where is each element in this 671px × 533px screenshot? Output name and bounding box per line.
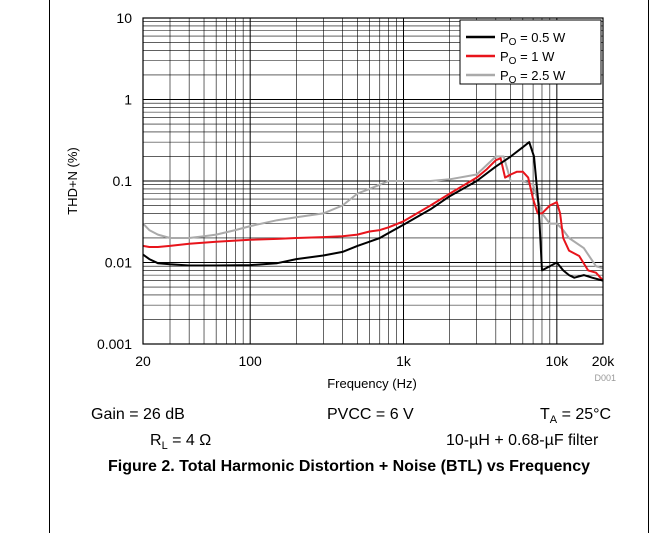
y-tick-label: 0.1 (113, 173, 133, 189)
legend-label: PO = 1 W (500, 49, 555, 67)
rl-value: = 4 Ω (167, 432, 212, 449)
legend-label: PO = 0.5 W (500, 30, 566, 48)
legend-box (459, 19, 602, 85)
y-tick-label: 10 (116, 10, 132, 26)
plot-series (142, 141, 604, 282)
x-tick-label: 10k (546, 353, 570, 369)
ta-subscript: A (549, 414, 558, 427)
legend: PO = 0.5 WPO = 1 WPO = 2.5 W (459, 19, 602, 86)
thd-chart: 20 100 1k 10k 20k 0.001 0.01 0.1 1 10 Frequency (… (65, 10, 616, 391)
figure-tag: D001 (594, 373, 616, 383)
series-line-2 (142, 155, 604, 270)
plot-border (142, 17, 604, 345)
x-axis-title: Frequency (Hz) (327, 376, 417, 391)
x-tick-label: 100 (238, 353, 262, 369)
rl-symbol: R (150, 432, 162, 449)
rl-condition: RL = 4 Ω (150, 432, 211, 452)
ta-symbol: T (540, 406, 550, 423)
figure-caption: Figure 2. Total Harmonic Distortion + No… (108, 458, 590, 475)
filter-condition: 10-µH + 0.68-µF filter (446, 432, 599, 449)
y-axis-title: THD+N (%) (65, 147, 80, 215)
pvcc-condition: PVCC = 6 V (327, 406, 414, 423)
y-tick-label: 0.001 (97, 336, 132, 352)
gain-condition: Gain = 26 dB (91, 406, 185, 423)
y-tick-label: 1 (124, 92, 132, 108)
rl-subscript: L (161, 440, 168, 453)
series-line-0 (142, 141, 604, 282)
y-tick-label: 0.01 (105, 255, 132, 271)
frame-left-border (49, 0, 50, 533)
legend-label: PO = 2.5 W (500, 68, 566, 86)
ta-value: = 25°C (557, 406, 612, 423)
ta-condition: TA = 25°C (540, 406, 611, 426)
series-line-1 (142, 157, 604, 282)
frame-right-border (648, 0, 649, 533)
x-tick-label: 1k (396, 353, 412, 369)
tick-labels: 20 100 1k 10k 20k 0.001 0.01 0.1 1 10 (97, 10, 615, 369)
x-tick-label: 20k (592, 353, 616, 369)
x-tick-label: 20 (135, 353, 151, 369)
